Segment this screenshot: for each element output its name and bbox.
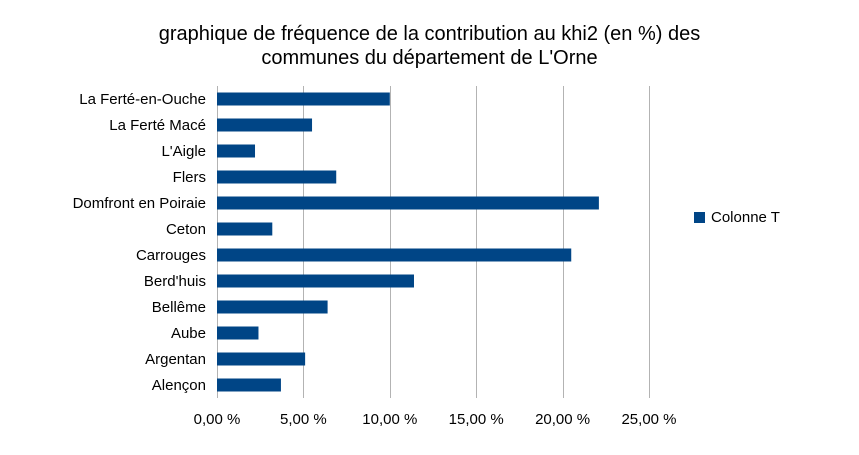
category-label-0: La Ferté-en-Ouche <box>79 91 206 108</box>
bar-4 <box>217 196 599 210</box>
bar-2 <box>217 144 256 158</box>
bars <box>217 92 599 392</box>
x-tick-label-5: 25,00 % <box>621 411 676 428</box>
category-labels: La Ferté-en-Ouche La Ferté Macé L'Aigle Fle… <box>73 91 206 394</box>
bar-1 <box>217 118 313 132</box>
category-label-10: Argentan <box>145 351 206 368</box>
x-tick-label-3: 15,00 % <box>449 411 504 428</box>
category-label-1: La Ferté Macé <box>109 117 206 134</box>
bar-7 <box>217 274 414 288</box>
x-tick-label-4: 20,00 % <box>535 411 590 428</box>
category-label-6: Carrouges <box>136 247 206 264</box>
bar-6 <box>217 248 572 262</box>
x-tick-label-0: 0,00 % <box>194 411 241 428</box>
category-label-2: L'Aigle <box>161 143 206 160</box>
category-label-4: Domfront en Poiraie <box>73 195 206 212</box>
bar-9 <box>217 326 259 340</box>
bar-0 <box>217 92 390 106</box>
bar-5 <box>217 222 273 236</box>
grid-lines <box>217 86 650 398</box>
bar-3 <box>217 170 337 184</box>
legend-swatch <box>694 212 705 223</box>
bar-11 <box>217 378 281 392</box>
x-tick-label-1: 5,00 % <box>280 411 327 428</box>
category-label-3: Flers <box>173 169 206 186</box>
category-label-11: Alençon <box>152 377 206 394</box>
category-label-5: Ceton <box>166 221 206 238</box>
chart-title-line-2: communes du département de L'Orne <box>261 47 598 69</box>
category-label-9: Aube <box>171 325 206 342</box>
x-tick-label-2: 10,00 % <box>362 411 417 428</box>
category-label-8: Bellême <box>152 299 206 316</box>
legend-label: Colonne T <box>711 209 780 226</box>
x-tick-labels: 0,00 % 5,00 % 10,00 % 15,00 % 20,00 % 25,00 % <box>194 411 677 428</box>
bar-10 <box>217 352 306 366</box>
category-label-7: Berd'huis <box>144 273 206 290</box>
chart-title-line-1: graphique de fréquence de la contributio… <box>158 23 701 45</box>
legend: Colonne T <box>694 209 780 226</box>
chart-title: graphique de fréquence de la contributio… <box>0 22 859 70</box>
bar-8 <box>217 300 328 314</box>
